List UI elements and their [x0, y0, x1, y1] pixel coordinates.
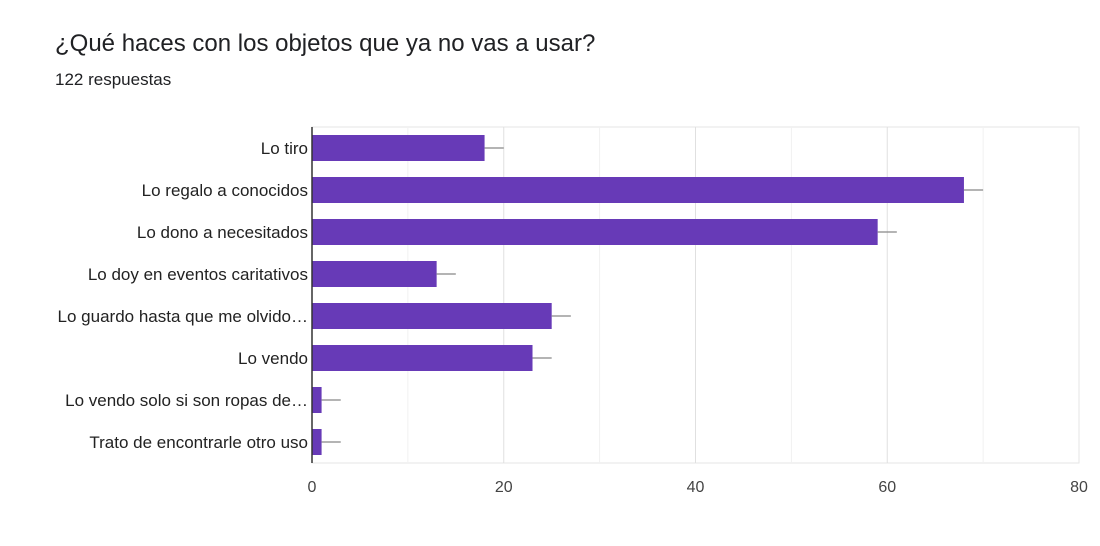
bar — [312, 135, 485, 161]
bar — [312, 303, 552, 329]
chart-title: ¿Qué haces con los objetos que ya no vas… — [55, 30, 596, 57]
x-tick-label: 80 — [1070, 479, 1088, 496]
category-label: Lo doy en eventos caritativos — [88, 265, 308, 284]
x-tick-label: 0 — [308, 479, 317, 496]
category-label: Trato de encontrarle otro uso — [89, 433, 308, 452]
x-tick-label: 60 — [878, 479, 896, 496]
category-label: Lo dono a necesitados — [137, 223, 308, 242]
bar — [312, 429, 322, 455]
bar — [312, 345, 533, 371]
x-tick-label: 20 — [495, 479, 513, 496]
bar — [312, 177, 964, 203]
bar — [312, 387, 322, 413]
category-label: Lo vendo — [238, 349, 308, 368]
bar — [312, 261, 437, 287]
category-label: Lo tiro — [261, 139, 308, 158]
x-tick-label: 40 — [687, 479, 705, 496]
response-count: 122 respuestas — [55, 70, 172, 89]
category-label: Lo guardo hasta que me olvido… — [58, 307, 308, 326]
bar — [312, 219, 878, 245]
category-label: Lo regalo a conocidos — [142, 181, 308, 200]
category-label: Lo vendo solo si son ropas de… — [65, 391, 308, 410]
